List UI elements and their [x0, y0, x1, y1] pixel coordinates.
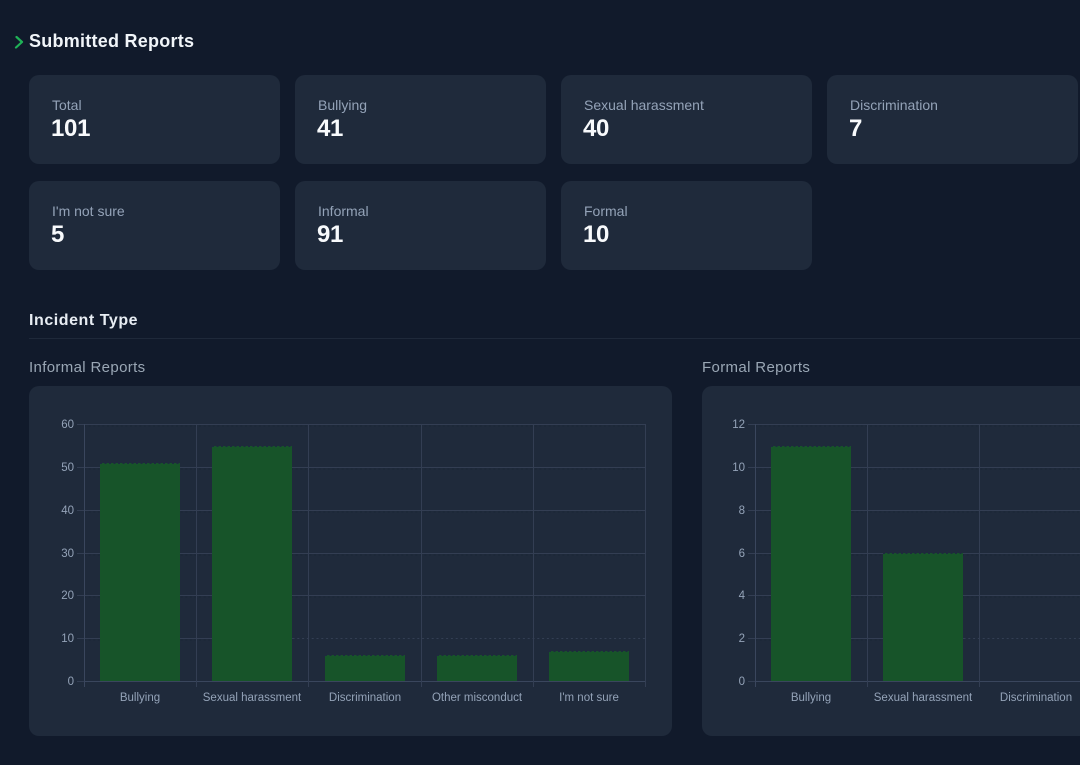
svg-text:6: 6: [739, 548, 745, 560]
svg-text:I'm not sure: I'm not sure: [559, 692, 619, 704]
svg-text:20: 20: [61, 590, 74, 602]
svg-text:0: 0: [68, 676, 74, 688]
svg-text:Sexual harassment: Sexual harassment: [874, 692, 973, 704]
svg-text:Other misconduct: Other misconduct: [432, 692, 523, 704]
svg-text:30: 30: [61, 548, 74, 560]
svg-text:Discrimination: Discrimination: [1000, 692, 1072, 704]
svg-text:10: 10: [732, 462, 745, 474]
svg-text:12: 12: [732, 419, 745, 431]
svg-text:Bullying: Bullying: [791, 692, 831, 704]
svg-text:0: 0: [739, 676, 745, 688]
svg-text:60: 60: [61, 419, 74, 431]
svg-text:40: 40: [61, 505, 74, 517]
svg-text:2: 2: [739, 633, 745, 645]
svg-text:10: 10: [61, 633, 74, 645]
svg-text:Bullying: Bullying: [120, 692, 160, 704]
svg-text:8: 8: [739, 505, 745, 517]
svg-text:Sexual harassment: Sexual harassment: [203, 692, 302, 704]
svg-text:4: 4: [739, 590, 746, 602]
svg-text:50: 50: [61, 462, 74, 474]
svg-text:Discrimination: Discrimination: [329, 692, 401, 704]
